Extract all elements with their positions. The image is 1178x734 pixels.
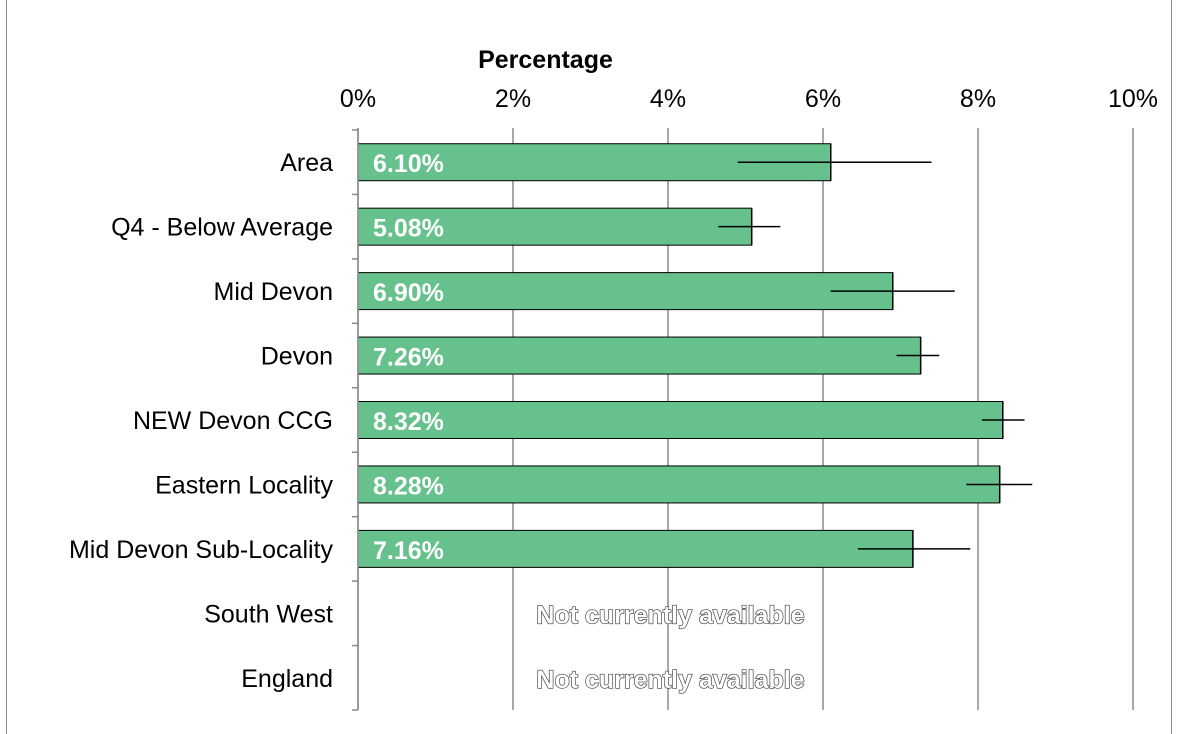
bar-chart: 0% 2% 4% 6% 8% 10% Area 6.10% Q4 - Below Average…: [69, 46, 1158, 711]
bar: [357, 336, 922, 375]
data-label: 7.16%: [373, 537, 444, 565]
category-label: NEW Devon CCG: [133, 407, 333, 435]
category-label: South West: [204, 600, 333, 628]
x-tick-label: 0%: [340, 85, 376, 113]
category-label: Mid Devon Sub-Locality: [69, 536, 334, 564]
data-label: 8.28%: [373, 472, 444, 500]
x-tick-label: 2%: [495, 85, 531, 113]
bars: [357, 143, 1033, 568]
category-label: Area: [280, 149, 333, 177]
data-label: 5.08%: [373, 215, 444, 243]
x-tick-label: 6%: [805, 85, 841, 113]
bar: [357, 401, 1004, 439]
unavailable-label: Not currently available: [536, 666, 804, 694]
chart-frame: 0% 2% 4% 6% 8% 10% Area 6.10% Q4 - Below Average…: [6, 0, 1172, 734]
bar: [357, 207, 753, 246]
category-label: Devon: [261, 343, 333, 371]
category-label: Mid Devon: [214, 278, 334, 306]
data-label: 6.90%: [373, 279, 444, 307]
x-tick-label: 10%: [1108, 85, 1158, 113]
category-label: Q4 - Below Average: [111, 214, 333, 242]
data-label: 6.10%: [373, 150, 444, 178]
data-label: 8.32%: [373, 408, 444, 436]
x-axis-title: Percentage: [478, 46, 613, 74]
bar: [357, 465, 1001, 504]
data-label: 7.26%: [373, 344, 444, 372]
category-label: England: [241, 665, 333, 693]
x-tick-label: 8%: [960, 85, 996, 113]
labels: 0% 2% 4% 6% 8% 10% Area 6.10% Q4 - Below Average…: [69, 85, 1158, 694]
unavailable-label: Not currently available: [536, 601, 804, 629]
category-label: Eastern Locality: [155, 471, 333, 499]
x-tick-label: 4%: [650, 85, 686, 113]
axes: [352, 128, 359, 711]
